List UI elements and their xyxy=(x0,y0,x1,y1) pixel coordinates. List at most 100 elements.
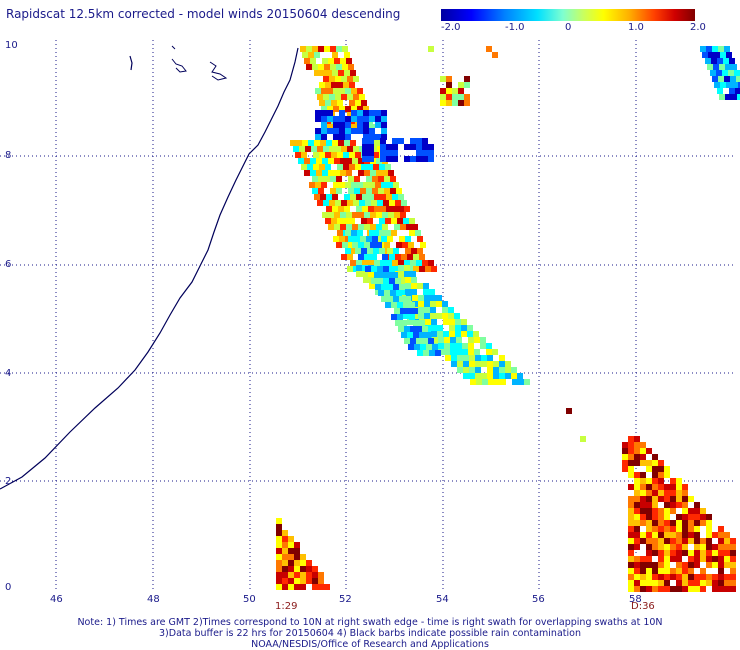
southeast-cell xyxy=(628,526,634,532)
southeast-cell xyxy=(682,508,688,514)
southeast-cell xyxy=(640,520,646,526)
swath-north-edge-cell xyxy=(315,128,321,134)
swath-north-cell xyxy=(327,106,333,112)
swath-core-cell xyxy=(372,188,378,194)
swath-core-cell xyxy=(364,212,370,218)
southeast-cell xyxy=(664,580,670,586)
colorbar-tick-neg1: -1.0 xyxy=(505,22,525,33)
southeast-cell xyxy=(712,562,718,568)
swath-north-cell xyxy=(318,64,324,70)
swath-tail-cell xyxy=(505,367,511,373)
swath-north-cell xyxy=(334,58,340,64)
swath-core-cell xyxy=(378,176,384,182)
northeast-cell xyxy=(720,82,726,88)
swath-core-cell xyxy=(405,236,411,242)
southeast-cell xyxy=(688,538,694,544)
swath-north-cell xyxy=(347,94,353,100)
southeast-cell xyxy=(724,538,730,544)
swath-core-cell xyxy=(319,152,325,158)
swath-tail-cell xyxy=(412,295,418,301)
swath-tail-cell xyxy=(436,313,442,319)
swath-west-cell xyxy=(361,248,367,254)
southeast-cell xyxy=(670,586,676,592)
swath-tail-cell xyxy=(463,367,469,373)
swath-north-cell xyxy=(325,82,331,88)
swath-core-cell xyxy=(417,248,423,254)
swath-north-cell xyxy=(310,58,316,64)
swath-north-cell xyxy=(317,94,323,100)
swath-west-cell xyxy=(394,308,400,314)
swath-west-cell xyxy=(377,278,383,284)
swath-core-cell xyxy=(379,164,385,170)
swath-west-cell xyxy=(406,308,412,314)
swath-core-cell xyxy=(301,164,307,170)
swath-west-cell xyxy=(367,248,373,254)
northeast-cell xyxy=(731,64,737,70)
southeast-cell xyxy=(640,490,646,496)
swath-west-cell xyxy=(416,326,422,332)
swath-core-cell xyxy=(356,194,362,200)
lat-label-2: 2 xyxy=(5,476,12,487)
southeast-cell xyxy=(700,556,706,562)
northeast-cell xyxy=(726,52,732,58)
swath-core-edge-cell xyxy=(428,150,434,156)
swath-north-edge-cell xyxy=(363,122,369,128)
southeast-cell xyxy=(628,502,634,508)
southeast-cell xyxy=(658,520,664,526)
swath-west-cell xyxy=(380,260,386,266)
southeast-cell xyxy=(700,538,706,544)
swath-core-cell xyxy=(301,152,307,158)
swath-west-cell xyxy=(371,278,377,284)
swath-tail-cell xyxy=(450,343,456,349)
southeast-cell xyxy=(718,562,724,568)
swath-tail-cell xyxy=(461,325,467,331)
swath-core-cell xyxy=(324,176,330,182)
swath-north-cell xyxy=(327,88,333,94)
southeast-cell xyxy=(634,490,640,496)
swath-west-cell xyxy=(381,296,387,302)
swath-core-cell xyxy=(396,242,402,248)
northeast-cell xyxy=(736,76,740,82)
swath-core-cell xyxy=(340,212,346,218)
swath-tail-cell xyxy=(481,355,487,361)
swath-north-cell xyxy=(336,46,342,52)
swath-core-cell xyxy=(408,242,414,248)
swath-core-cell xyxy=(385,230,391,236)
southeast-cell xyxy=(712,550,718,556)
swath-core-cell xyxy=(356,260,362,266)
southeast-cell xyxy=(682,580,688,586)
swath-tail-cell xyxy=(480,337,486,343)
swath-north-cell xyxy=(346,58,352,64)
swath-tail-cell xyxy=(443,319,449,325)
southeast-cell xyxy=(634,448,640,454)
southeast-cell xyxy=(658,538,664,544)
swath-west-cell xyxy=(374,260,380,266)
swath-core-cell xyxy=(356,206,362,212)
southeast-cell xyxy=(694,580,700,586)
swath-core-edge-cell xyxy=(416,150,422,156)
northeast-cell xyxy=(735,88,740,94)
swath-core-cell xyxy=(368,260,374,266)
swath-north-cell xyxy=(335,76,341,82)
southeast-cell xyxy=(628,532,634,538)
southeast-cell xyxy=(658,562,664,568)
southeast-cell xyxy=(706,538,712,544)
southeast-cell xyxy=(718,532,724,538)
swath-tail-cell xyxy=(404,265,410,271)
isolated-cell xyxy=(446,76,452,82)
swath-tail-cell xyxy=(356,265,362,271)
southeast-cell xyxy=(640,508,646,514)
swath-core-edge-cell xyxy=(404,144,410,150)
southeast-cell xyxy=(676,544,682,550)
southeast-cell xyxy=(724,574,730,580)
southeast-cell xyxy=(688,526,694,532)
northeast-cell xyxy=(705,58,711,64)
swath-north-edge-cell xyxy=(321,110,327,116)
swath-west-cell xyxy=(405,296,411,302)
southeast-cell xyxy=(646,556,652,562)
isolated-cell xyxy=(452,100,458,106)
southwest-cell xyxy=(276,548,282,554)
swath-core-cell xyxy=(372,176,378,182)
southwest-cell xyxy=(300,560,306,566)
swath-tail-cell xyxy=(457,361,463,367)
